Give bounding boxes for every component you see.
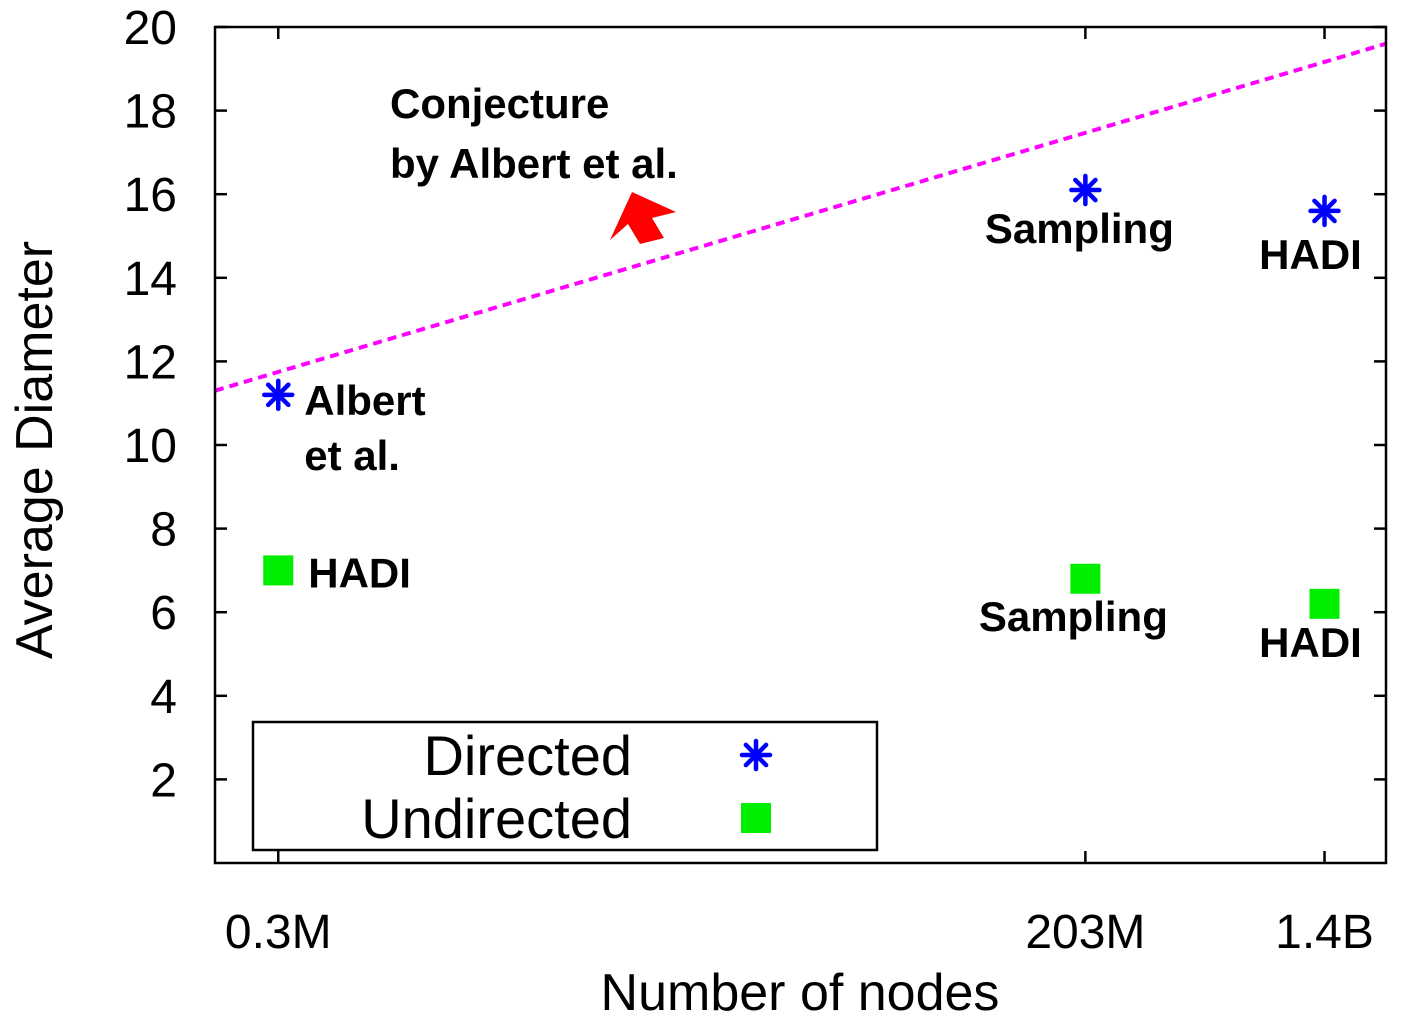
- asterisk-stroke: [1073, 177, 1098, 203]
- legend-box: [251, 720, 879, 852]
- annotation-line: Conjecture: [390, 80, 609, 127]
- directed-point-asterisk-icon: [262, 378, 295, 412]
- axis-ticks: [215, 25, 1386, 863]
- undirected-point-square-icon: [1070, 563, 1101, 594]
- y-tick-label: 4: [150, 671, 177, 724]
- plot-frame: [213, 25, 1388, 865]
- asterisk-stroke: [265, 382, 291, 408]
- undirected-point-square-icon: [263, 555, 294, 586]
- point-label-line: Albert: [304, 377, 425, 424]
- asterisk-stroke: [743, 742, 769, 768]
- data-points: [262, 173, 1341, 619]
- annotation-line: by Albert et al.: [390, 140, 678, 187]
- legend: Directed Undirected: [251, 720, 879, 852]
- asterisk-stroke: [1312, 198, 1337, 224]
- undirected-point-square-icon: [1309, 588, 1340, 619]
- point-label: HADI: [1259, 231, 1362, 278]
- point-labels: Albert et al. Sampling HADI HADI Sampling HADI: [304, 205, 1362, 666]
- x-tick-label: 203M: [1025, 906, 1145, 959]
- point-label: Sampling: [985, 205, 1174, 252]
- y-tick-label: 12: [124, 336, 177, 389]
- conjecture-annotation: Conjecture by Albert et al.: [390, 80, 678, 187]
- x-tick-labels: 0.3M 203M 1.4B: [225, 906, 1374, 959]
- legend-square-mark: [741, 803, 771, 833]
- conjecture-arrow-icon: [610, 192, 676, 244]
- y-tick-label: 8: [150, 504, 177, 557]
- point-label: Sampling: [979, 593, 1168, 640]
- y-tick-label: 6: [150, 587, 177, 640]
- y-tick-labels: 2 4 6 8 10 12 14 16 18 20: [124, 2, 177, 807]
- y-tick-label: 10: [124, 420, 177, 473]
- point-label: HADI: [308, 549, 411, 596]
- y-tick-label: 14: [124, 253, 177, 306]
- point-label-line: HADI: [1259, 619, 1362, 666]
- legend-asterisk-mark: [739, 738, 773, 772]
- legend-label-directed: Directed: [423, 724, 632, 787]
- y-tick-label: 16: [124, 169, 177, 222]
- directed-point-asterisk-icon: [1069, 173, 1102, 207]
- point-label-line: HADI: [308, 549, 411, 596]
- point-label-line: HADI: [1259, 231, 1362, 278]
- y-tick-label: 20: [124, 2, 177, 55]
- conjecture-line: [214, 41, 1387, 393]
- legend-label-undirected: Undirected: [361, 787, 632, 850]
- legend-asterisk-icon: [739, 738, 773, 772]
- point-label: HADI: [1259, 619, 1362, 666]
- x-tick-label: 0.3M: [225, 906, 332, 959]
- y-axis-title: Average Diameter: [6, 241, 64, 659]
- y-tick-label: 2: [150, 754, 177, 807]
- point-label: Albert et al.: [304, 377, 425, 479]
- point-label-line: Sampling: [985, 205, 1174, 252]
- x-axis-title: Number of nodes: [601, 964, 1000, 1017]
- legend-square-icon: [741, 803, 771, 833]
- point-label-line: et al.: [304, 432, 400, 479]
- x-tick-label: 1.4B: [1275, 906, 1374, 959]
- y-tick-label: 18: [124, 86, 177, 139]
- directed-point-asterisk-icon: [1308, 194, 1341, 228]
- point-label-line: Sampling: [979, 593, 1168, 640]
